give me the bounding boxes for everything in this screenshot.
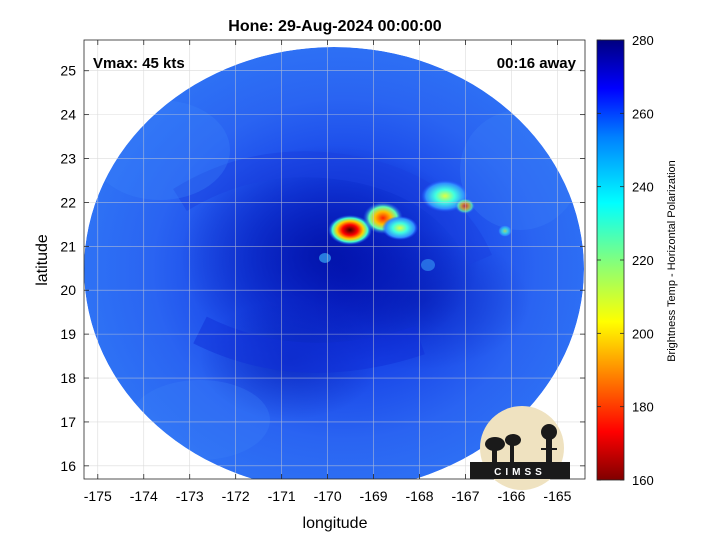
x-tick-label: -167 [451,488,479,504]
y-axis-label: latitude [34,234,51,286]
colorbar-tick-label: 160 [632,473,654,488]
x-tick-label: -174 [130,488,158,504]
x-tick-label: -166 [497,488,525,504]
y-tick-label: 22 [60,194,76,210]
grid-lines [84,40,585,479]
x-axis-label: longitude [303,515,368,532]
x-tick-label: -168 [406,488,434,504]
x-tick-label: -171 [268,488,296,504]
y-tick-label: 16 [60,458,76,474]
colorbar-tick-label: 200 [632,326,654,341]
y-tick-label: 19 [60,326,76,342]
colorbar-label: Brightness Temp - Horizontal Polarizatio… [666,160,678,362]
x-tick-label: -175 [84,488,112,504]
x-tick-label: -172 [222,488,250,504]
y-tick-label: 20 [60,282,76,298]
y-tick-label: 25 [60,63,76,79]
colorbar-tick-label: 240 [632,180,654,195]
axes-frame [83,39,586,480]
time-away-label: 00:16 away [497,55,577,72]
logo-text: CIMSS [494,467,546,478]
cimss-logo: CIMSS [470,406,570,490]
colorbar-tick-label: 280 [632,33,654,48]
y-tick-label: 24 [60,107,76,123]
y-tick-label: 21 [60,238,76,254]
y-tick-label: 23 [60,151,76,167]
y-tick-label: 18 [60,370,76,386]
x-tick-label: -169 [360,488,388,504]
x-tick-label: -170 [314,488,342,504]
y-axis-ticks: 16 17 18 19 20 21 22 23 24 25 [60,63,585,474]
colorbar-tick-label: 180 [632,400,654,415]
y-tick-label: 17 [60,414,76,430]
colorbar-ticks: 160 180 200 220 240 260 280 [597,33,654,488]
x-axis-ticks: -175 -174 -173 -172 -171 -170 -169 -168 -167 -166… [84,40,572,504]
swath-image [84,47,584,479]
figure-title: Hone: 29-Aug-2024 00:00:00 [228,18,442,35]
colorbar-tick-label: 260 [632,106,654,121]
colorbar [596,39,625,481]
convection-core-red [328,215,372,245]
vmax-label: Vmax: 45 kts [93,55,185,72]
colorbar-tick-label: 220 [632,253,654,268]
x-tick-label: -173 [176,488,204,504]
x-tick-label: -165 [543,488,571,504]
